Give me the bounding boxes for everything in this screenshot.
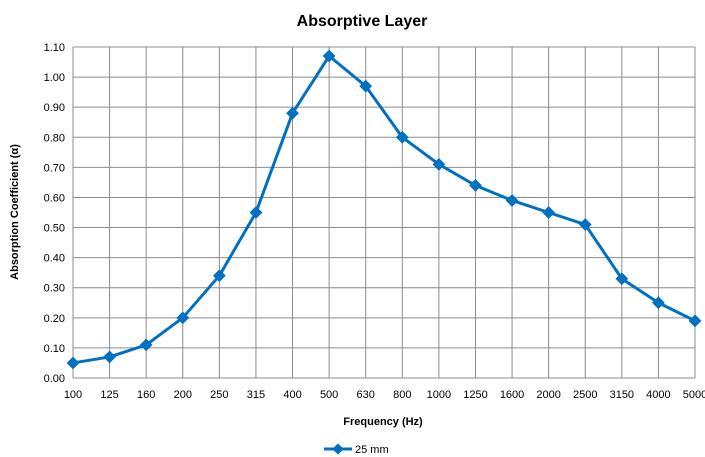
x-tick-label: 200 [174, 389, 192, 401]
y-tick-label: 0.40 [44, 253, 65, 265]
x-tick-label: 630 [357, 389, 375, 401]
series-line [72, 54, 696, 365]
data-point [688, 314, 702, 328]
y-tick-label: 0.00 [44, 373, 65, 385]
data-point [432, 157, 446, 171]
x-tick-label: 100 [64, 389, 82, 401]
x-tick-label: 315 [247, 389, 265, 401]
y-tick-label: 0.80 [44, 132, 65, 144]
x-tick-label: 4000 [646, 389, 670, 401]
legend-marker [332, 443, 344, 455]
x-tick-label: 160 [137, 389, 155, 401]
data-point [395, 130, 409, 144]
y-tick-label: 0.30 [44, 283, 65, 295]
x-tick-label: 3150 [610, 389, 634, 401]
x-tick-label: 1000 [427, 389, 451, 401]
data-point [469, 179, 482, 192]
y-tick-label: 0.60 [44, 192, 65, 204]
y-tick-label: 0.70 [44, 162, 65, 174]
data-point [505, 194, 519, 207]
x-tick-label: 2500 [573, 389, 597, 401]
x-tick-label: 500 [320, 389, 338, 401]
x-tick-label: 125 [100, 389, 118, 401]
x-tick-label: 250 [210, 389, 228, 401]
y-tick-label: 0.50 [44, 223, 65, 235]
y-tick-label: 1.10 [44, 42, 65, 54]
x-tick-label: 2000 [536, 389, 560, 401]
y-tick-label: 0.20 [44, 313, 65, 325]
data-point [322, 49, 336, 63]
data-point [286, 106, 299, 120]
data-point [359, 79, 373, 93]
y-tick-label: 0.90 [44, 102, 65, 114]
legend: 25 mm [324, 443, 389, 456]
x-axis-ticks: 100 125 160 200 250 315 400 500 630 800 1000 1250 16… [64, 389, 705, 401]
y-tick-label: 1.00 [44, 72, 65, 84]
x-axis-title: Frequency (Hz) [343, 416, 423, 428]
y-axis-title: Absorption Coefficient (α) [9, 144, 21, 280]
data-point [103, 350, 116, 364]
x-tick-label: 5000 [683, 389, 705, 401]
legend-label: 25 mm [355, 444, 389, 456]
x-tick-label: 800 [393, 389, 411, 401]
data-point [139, 338, 153, 352]
y-axis-ticks: 0.00 0.10 0.20 0.30 0.40 0.50 0.60 0.70 0.80 0.90… [44, 42, 65, 385]
data-point [249, 206, 263, 219]
y-tick-label: 0.10 [44, 343, 65, 355]
x-tick-label: 1600 [500, 389, 524, 401]
series-group [66, 49, 702, 370]
x-tick-label: 400 [283, 389, 301, 401]
x-tick-label: 1250 [463, 389, 487, 401]
data-point [212, 269, 226, 283]
chart-title: Absorptive Layer [297, 13, 428, 30]
data-point [176, 311, 190, 325]
data-point [66, 356, 80, 370]
data-point [542, 206, 556, 219]
